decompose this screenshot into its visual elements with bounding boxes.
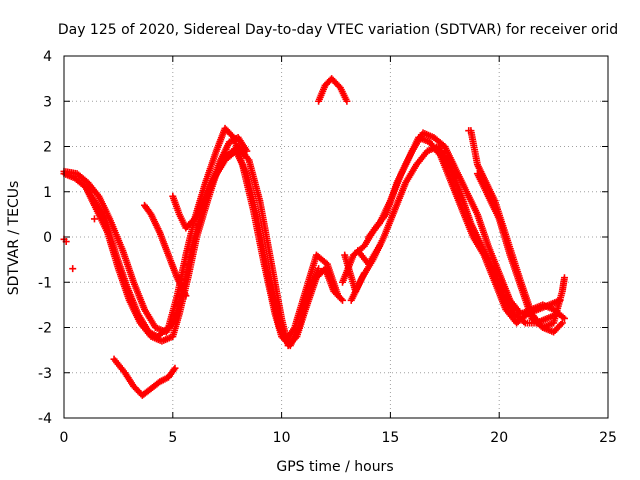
x-tick-label: 10 xyxy=(273,430,291,446)
series-track-j xyxy=(365,129,568,322)
y-tick-label: -3 xyxy=(38,366,52,382)
y-tick-label: 3 xyxy=(43,94,52,110)
y-tick-label: -2 xyxy=(38,321,52,337)
data-point xyxy=(315,265,323,273)
data-point xyxy=(243,147,251,155)
y-tick-label: 0 xyxy=(43,230,52,246)
series-track-c xyxy=(82,124,323,350)
y-tick-labels: -4 -3 -2 -1 0 1 2 3 4 xyxy=(38,49,52,427)
y-axis-title: SDTVAR / TECUs xyxy=(6,181,22,296)
data-point xyxy=(170,366,178,374)
x-tick-label: 20 xyxy=(490,430,508,446)
data-point xyxy=(557,320,565,328)
plot-frame xyxy=(63,55,609,419)
series-track-n xyxy=(341,251,368,295)
series-track-l xyxy=(473,170,568,331)
y-tick-label: 4 xyxy=(43,49,52,65)
data-point xyxy=(560,314,568,322)
series-track-m xyxy=(354,242,384,268)
y-tick-label: -4 xyxy=(38,411,52,427)
x-tick-label: 15 xyxy=(381,430,399,446)
grid-lines xyxy=(64,56,608,418)
x-tick-label: 5 xyxy=(168,430,177,446)
y-tick-label: 2 xyxy=(43,140,52,156)
data-point xyxy=(182,292,190,300)
data-point xyxy=(171,364,179,372)
x-axis-title: GPS time / hours xyxy=(276,459,393,475)
data-point xyxy=(69,265,77,273)
x-tick-labels: 0 5 10 15 20 25 xyxy=(60,430,617,446)
data-point xyxy=(376,242,384,250)
x-tick-label: 0 xyxy=(60,430,69,446)
y-tick-label: -1 xyxy=(38,275,52,291)
data-point xyxy=(441,147,449,155)
data-points xyxy=(60,75,568,399)
data-point xyxy=(560,274,568,282)
series-track-f xyxy=(110,355,179,399)
data-point xyxy=(465,127,473,135)
series-track-g xyxy=(315,75,351,105)
series-track-e xyxy=(169,133,251,232)
data-point xyxy=(360,269,368,277)
y-tick-label: 1 xyxy=(43,185,52,201)
data-point xyxy=(339,296,347,304)
series-track-d xyxy=(141,201,190,300)
x-tick-label: 25 xyxy=(599,430,617,446)
data-point xyxy=(334,292,342,300)
data-point xyxy=(558,319,566,327)
data-point xyxy=(343,97,351,105)
data-point xyxy=(90,215,98,223)
chart-title: Day 125 of 2020, Sidereal Day-to-day VTE… xyxy=(58,22,618,38)
